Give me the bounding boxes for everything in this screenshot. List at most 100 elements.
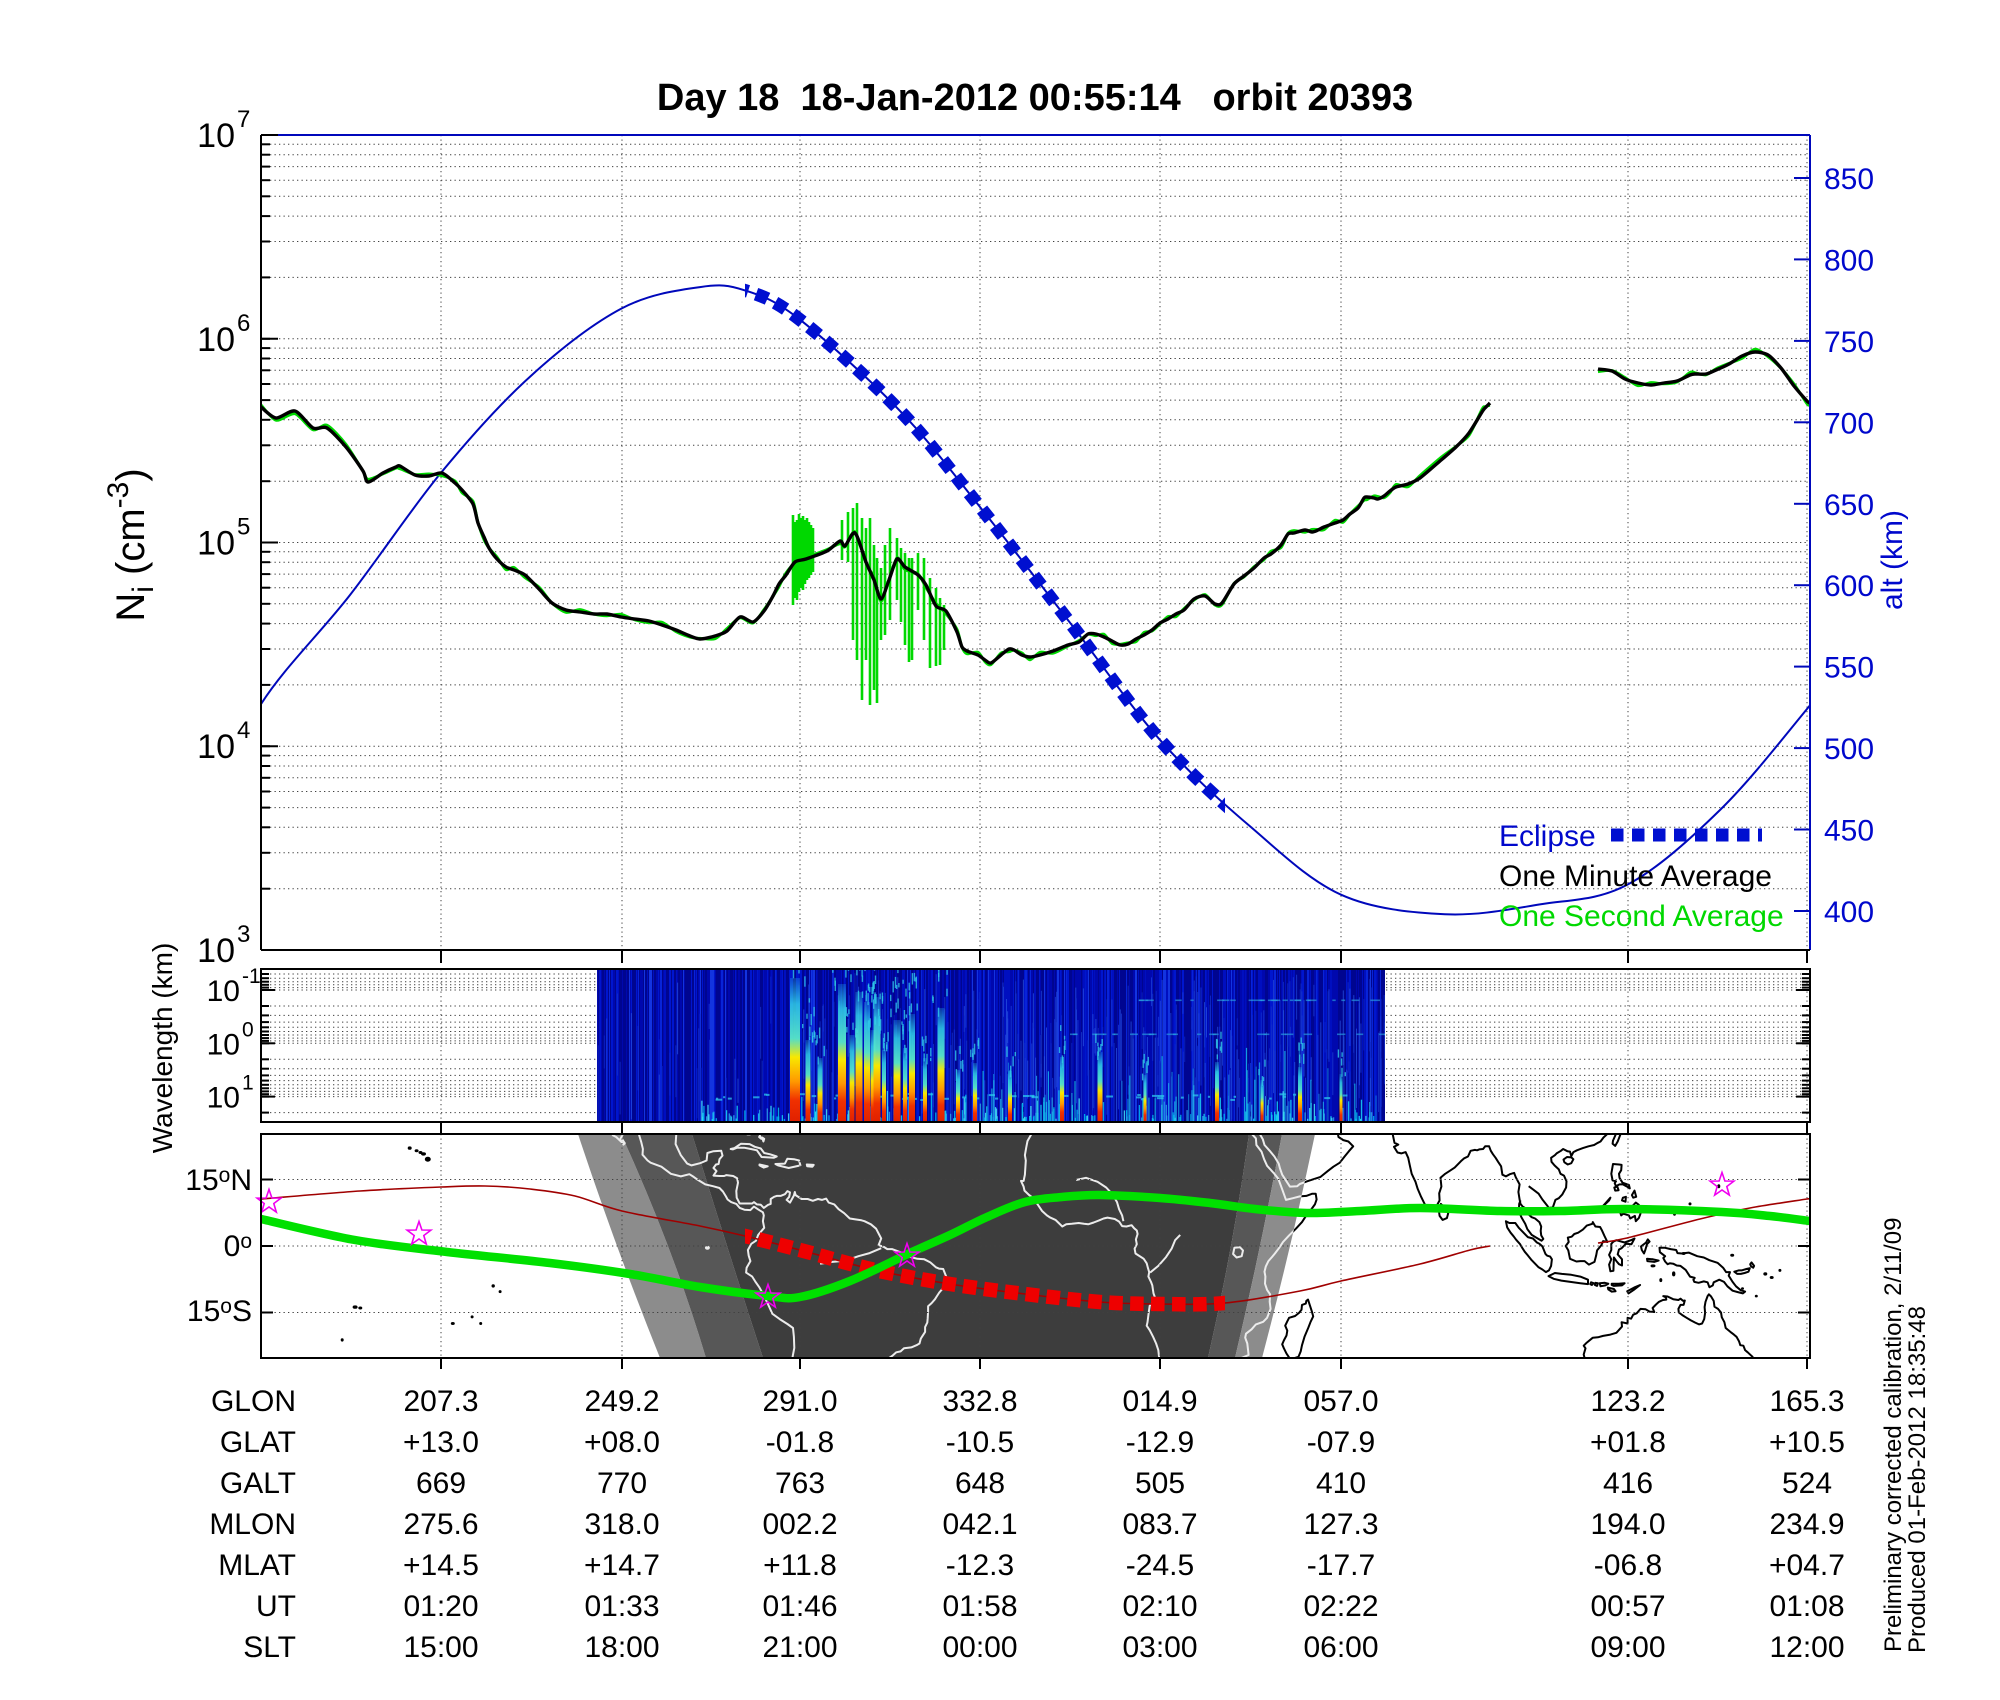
svg-text:+14.7: +14.7 <box>584 1549 660 1582</box>
svg-text:416: 416 <box>1603 1467 1653 1500</box>
svg-text:+10.5: +10.5 <box>1769 1426 1845 1459</box>
svg-text:00:57: 00:57 <box>1590 1590 1665 1623</box>
svg-text:400: 400 <box>1824 896 1874 929</box>
svg-text:+08.0: +08.0 <box>584 1426 660 1459</box>
svg-text:410: 410 <box>1316 1467 1366 1500</box>
svg-text:002.2: 002.2 <box>762 1508 837 1541</box>
svg-text:12:00: 12:00 <box>1769 1631 1844 1664</box>
svg-text:10: 10 <box>197 728 235 766</box>
svg-text:6: 6 <box>237 310 250 337</box>
svg-text:Preliminary corrected calibrat: Preliminary corrected calibration, 2/11/… <box>1880 1218 1907 1652</box>
svg-text:083.7: 083.7 <box>1122 1508 1197 1541</box>
svg-text:275.6: 275.6 <box>403 1508 478 1541</box>
svg-text:01:33: 01:33 <box>584 1590 659 1623</box>
svg-text:0: 0 <box>242 1018 254 1041</box>
svg-text:1: 1 <box>242 1072 254 1095</box>
svg-text:-06.8: -06.8 <box>1594 1549 1662 1582</box>
svg-text:800: 800 <box>1824 244 1874 277</box>
svg-text:-12.9: -12.9 <box>1126 1426 1194 1459</box>
svg-text:SLT: SLT <box>243 1631 296 1664</box>
svg-text:01:58: 01:58 <box>942 1590 1017 1623</box>
svg-text:09:00: 09:00 <box>1590 1631 1665 1664</box>
svg-text:Produced 01-Feb-2012 18:35:48: Produced 01-Feb-2012 18:35:48 <box>1904 1306 1931 1653</box>
svg-text:-07.9: -07.9 <box>1307 1426 1375 1459</box>
svg-text:18:00: 18:00 <box>584 1631 659 1664</box>
svg-text:+04.7: +04.7 <box>1769 1549 1845 1582</box>
svg-text:Eclipse: Eclipse <box>1499 820 1596 853</box>
svg-text:750: 750 <box>1824 326 1874 359</box>
svg-text:10: 10 <box>197 932 235 970</box>
svg-text:15oN: 15oN <box>185 1164 252 1197</box>
svg-text:-1: -1 <box>242 965 261 988</box>
svg-text:01:46: 01:46 <box>762 1590 837 1623</box>
svg-text:02:22: 02:22 <box>1303 1590 1378 1623</box>
svg-text:One Second Average: One Second Average <box>1499 900 1784 933</box>
svg-text:15oS: 15oS <box>187 1295 252 1328</box>
svg-text:650: 650 <box>1824 489 1874 522</box>
svg-text:+01.8: +01.8 <box>1590 1426 1666 1459</box>
svg-text:alt (km): alt (km) <box>1876 510 1909 610</box>
svg-text:505: 505 <box>1135 1467 1185 1500</box>
svg-text:+14.5: +14.5 <box>403 1549 479 1582</box>
svg-text:-01.8: -01.8 <box>766 1426 834 1459</box>
svg-text:291.0: 291.0 <box>762 1385 837 1418</box>
svg-text:4: 4 <box>237 717 250 744</box>
svg-text:Wavelength (km): Wavelength (km) <box>147 943 178 1154</box>
svg-text:02:10: 02:10 <box>1122 1590 1197 1623</box>
svg-text:10: 10 <box>207 1028 240 1061</box>
svg-text:Ni (cm-3): Ni (cm-3) <box>102 468 160 621</box>
svg-text:Day 18 18-Jan-2012 00:55:14: Day 18 18-Jan-2012 00:55:14 orbit 20393 <box>657 77 1413 119</box>
svg-text:332.8: 332.8 <box>942 1385 1017 1418</box>
svg-text:763: 763 <box>775 1467 825 1500</box>
svg-text:GLAT: GLAT <box>220 1426 296 1459</box>
svg-text:7: 7 <box>237 106 250 133</box>
svg-text:10: 10 <box>197 321 235 359</box>
svg-text:194.0: 194.0 <box>1590 1508 1665 1541</box>
svg-text:127.3: 127.3 <box>1303 1508 1378 1541</box>
svg-text:-24.5: -24.5 <box>1126 1549 1194 1582</box>
svg-text:03:00: 03:00 <box>1122 1631 1197 1664</box>
svg-text:-12.3: -12.3 <box>946 1549 1014 1582</box>
svg-text:123.2: 123.2 <box>1590 1385 1665 1418</box>
svg-text:648: 648 <box>955 1467 1005 1500</box>
svg-text:10: 10 <box>197 525 235 563</box>
svg-text:One Minute Average: One Minute Average <box>1499 860 1772 893</box>
svg-text:234.9: 234.9 <box>1769 1508 1844 1541</box>
svg-text:249.2: 249.2 <box>584 1385 659 1418</box>
svg-text:550: 550 <box>1824 652 1874 685</box>
svg-text:10: 10 <box>207 1082 240 1115</box>
svg-text:GLON: GLON <box>211 1385 296 1418</box>
svg-text:10: 10 <box>197 117 235 155</box>
svg-text:600: 600 <box>1824 570 1874 603</box>
svg-text:-17.7: -17.7 <box>1307 1549 1375 1582</box>
svg-text:669: 669 <box>416 1467 466 1500</box>
svg-text:10: 10 <box>207 975 240 1008</box>
svg-text:01:20: 01:20 <box>403 1590 478 1623</box>
svg-text:165.3: 165.3 <box>1769 1385 1844 1418</box>
svg-text:850: 850 <box>1824 163 1874 196</box>
svg-text:524: 524 <box>1782 1467 1832 1500</box>
svg-text:500: 500 <box>1824 733 1874 766</box>
svg-text:207.3: 207.3 <box>403 1385 478 1418</box>
svg-text:3: 3 <box>237 921 250 948</box>
svg-text:042.1: 042.1 <box>942 1508 1017 1541</box>
svg-text:057.0: 057.0 <box>1303 1385 1378 1418</box>
svg-text:014.9: 014.9 <box>1122 1385 1197 1418</box>
svg-text:-10.5: -10.5 <box>946 1426 1014 1459</box>
svg-text:770: 770 <box>597 1467 647 1500</box>
svg-text:+13.0: +13.0 <box>403 1426 479 1459</box>
svg-text:01:08: 01:08 <box>1769 1590 1844 1623</box>
svg-text:700: 700 <box>1824 407 1874 440</box>
svg-text:00:00: 00:00 <box>942 1631 1017 1664</box>
svg-text:MLAT: MLAT <box>218 1549 296 1582</box>
svg-text:5: 5 <box>237 514 250 541</box>
svg-text:+11.8: +11.8 <box>763 1549 837 1582</box>
svg-text:GALT: GALT <box>220 1467 296 1500</box>
svg-text:21:00: 21:00 <box>762 1631 837 1664</box>
svg-text:UT: UT <box>256 1590 296 1623</box>
svg-text:MLON: MLON <box>209 1508 296 1541</box>
svg-text:06:00: 06:00 <box>1303 1631 1378 1664</box>
svg-text:15:00: 15:00 <box>403 1631 478 1664</box>
svg-text:318.0: 318.0 <box>584 1508 659 1541</box>
svg-text:450: 450 <box>1824 815 1874 848</box>
